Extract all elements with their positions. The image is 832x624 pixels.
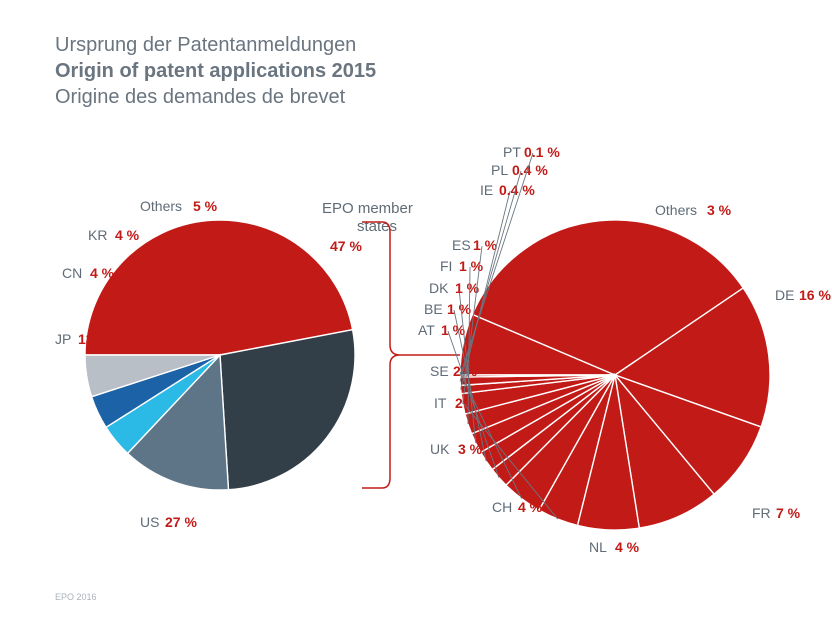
slice-pct: 1 %: [473, 237, 498, 253]
slice-label: DE: [775, 287, 794, 303]
slice-label: PL: [491, 162, 508, 178]
slice-pct: 1 %: [441, 322, 466, 338]
slice-pct: 27 %: [165, 514, 197, 530]
slice-pct: 5 %: [193, 198, 218, 214]
slice-label: SE: [430, 363, 449, 379]
slice-label: CN: [62, 265, 82, 281]
slice-label: KR: [88, 227, 107, 243]
slice-label: NL: [589, 539, 607, 555]
slice-pct: 3 %: [458, 441, 483, 457]
slice-label: FI: [440, 258, 452, 274]
slice-pct: 13 %: [78, 331, 110, 347]
slice-label: states: [357, 218, 397, 235]
slice-label: IT: [434, 395, 447, 411]
slice-label: EPO member: [322, 200, 413, 217]
slice-label: CH: [492, 499, 512, 515]
breakdown-bracket: [362, 222, 400, 488]
slice-label: Others: [655, 202, 697, 218]
slice-label: FR: [752, 505, 771, 521]
slice-pct: 16 %: [799, 287, 831, 303]
slice-label: UK: [430, 441, 450, 457]
slice-pct: 4 %: [518, 499, 543, 515]
slice-label: DK: [429, 280, 449, 296]
slice-pct: 47 %: [330, 238, 362, 254]
slice-label: US: [140, 514, 159, 530]
slice-label: IE: [480, 182, 493, 198]
slice-pct: 4 %: [115, 227, 140, 243]
chart-canvas: EPO memberstates 47 % US 27 % JP 13 % CN 4 % KR 4…: [0, 0, 832, 624]
pie-slice: [220, 330, 355, 490]
slice-label: ES: [452, 237, 471, 253]
slice-pct: 4 %: [90, 265, 115, 281]
slice-pct: 0.4 %: [512, 162, 548, 178]
slice-label: JP: [55, 331, 71, 347]
slice-pct: 7 %: [776, 505, 801, 521]
slice-pct: 1 %: [447, 301, 472, 317]
slice-pct: 4 %: [615, 539, 640, 555]
slice-label: Others: [140, 198, 182, 214]
slice-pct: 0.1 %: [524, 144, 560, 160]
slice-label: BE: [424, 301, 443, 317]
slice-pct: 2 %: [455, 395, 480, 411]
slice-label: PT: [503, 144, 521, 160]
slice-pct: 3 %: [707, 202, 732, 218]
slice-label: AT: [418, 322, 435, 338]
